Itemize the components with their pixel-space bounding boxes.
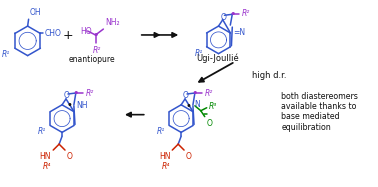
Text: O: O [220, 13, 226, 22]
Text: R¹: R¹ [194, 49, 203, 58]
Text: •: • [92, 30, 99, 40]
Text: R²: R² [92, 46, 101, 55]
Text: •: • [66, 100, 72, 110]
Text: both diastereomers
available thanks to
base mediated
equilibration: both diastereomers available thanks to b… [282, 92, 358, 132]
Text: R¹: R¹ [38, 128, 46, 137]
Text: high d.r.: high d.r. [252, 71, 287, 80]
Text: CHO: CHO [44, 29, 61, 38]
Text: R²: R² [205, 88, 213, 97]
Text: •: • [229, 9, 235, 19]
Text: Ugi-Joullié: Ugi-Joullié [196, 54, 239, 64]
Text: NH₂: NH₂ [105, 18, 120, 27]
Text: O: O [64, 91, 70, 100]
Text: R³: R³ [209, 102, 217, 111]
Text: HO: HO [80, 27, 91, 36]
Text: •: • [73, 88, 79, 98]
Text: HN: HN [159, 152, 170, 161]
Text: R¹: R¹ [157, 128, 165, 137]
Text: R²: R² [86, 88, 94, 97]
Text: enantiopure: enantiopure [68, 55, 115, 64]
Text: •: • [192, 88, 198, 98]
Text: O: O [186, 152, 192, 161]
Text: O: O [183, 91, 189, 100]
Text: R⁴: R⁴ [43, 162, 51, 171]
Text: N: N [194, 100, 200, 109]
Text: +: + [63, 29, 73, 42]
Text: R¹: R¹ [2, 50, 10, 59]
Text: =N: =N [233, 28, 245, 37]
Text: NH: NH [76, 101, 87, 110]
Text: OH: OH [29, 8, 41, 17]
Text: R⁴: R⁴ [162, 162, 170, 171]
Text: HN: HN [40, 152, 51, 161]
Text: O: O [67, 152, 73, 161]
Text: R²: R² [242, 9, 250, 18]
Text: •: • [185, 101, 191, 111]
Text: O: O [207, 119, 212, 128]
